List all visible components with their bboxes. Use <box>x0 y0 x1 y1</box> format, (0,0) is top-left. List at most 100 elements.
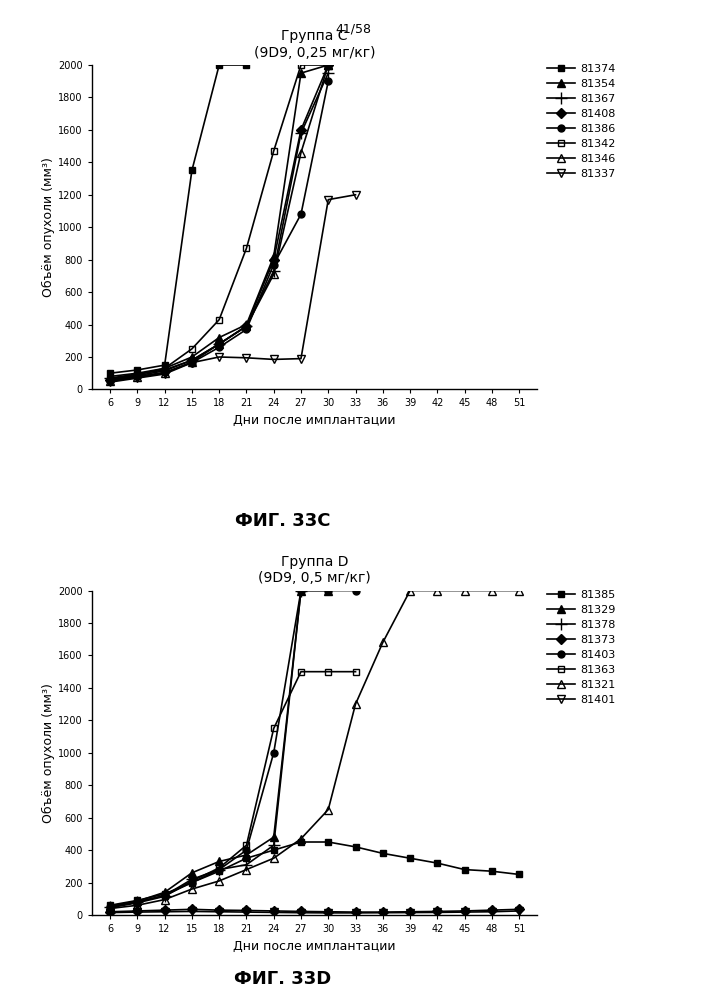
81346 <box>187 356 196 368</box>
81408 <box>269 254 278 266</box>
81385 <box>406 852 414 864</box>
81321 <box>243 864 251 876</box>
Line: 81342: 81342 <box>107 62 332 382</box>
81367 <box>187 354 196 366</box>
81386 <box>133 370 141 382</box>
81403 <box>351 585 360 597</box>
81342 <box>243 242 251 254</box>
81329 <box>324 585 332 597</box>
81385 <box>106 899 115 911</box>
81337 <box>106 376 115 388</box>
81354 <box>324 59 332 71</box>
81354 <box>187 351 196 363</box>
81329 <box>187 867 196 879</box>
81401 <box>460 906 469 918</box>
81401 <box>351 907 360 919</box>
81346 <box>243 320 251 332</box>
81408 <box>106 374 115 386</box>
81354 <box>297 67 305 79</box>
Legend: 81385, 81329, 81378, 81373, 81403, 81363, 81321, 81401: 81385, 81329, 81378, 81373, 81403, 81363… <box>547 590 616 705</box>
X-axis label: Дни после имплантации: Дни после имплантации <box>233 414 396 427</box>
Line: 81408: 81408 <box>107 62 332 383</box>
81367 <box>133 368 141 380</box>
81403 <box>324 585 332 597</box>
81408 <box>324 59 332 71</box>
81378 <box>160 890 169 902</box>
81346 <box>106 375 115 387</box>
81385 <box>133 894 141 906</box>
81401 <box>297 907 305 919</box>
Y-axis label: Объём опухоли (мм³): Объём опухоли (мм³) <box>42 683 55 823</box>
81363 <box>297 666 305 678</box>
81401 <box>106 907 115 919</box>
81378 <box>187 873 196 885</box>
Line: 81363: 81363 <box>107 668 359 911</box>
81354 <box>133 367 141 379</box>
81321 <box>297 833 305 845</box>
81329 <box>297 585 305 597</box>
81354 <box>160 362 169 374</box>
81354 <box>215 332 223 344</box>
Line: 81385: 81385 <box>107 839 522 909</box>
81373 <box>324 906 332 918</box>
81386 <box>243 323 251 335</box>
81373 <box>460 905 469 917</box>
81363 <box>133 897 141 909</box>
81401 <box>243 906 251 918</box>
Line: 81373: 81373 <box>107 906 522 916</box>
81386 <box>160 366 169 378</box>
81346 <box>160 367 169 379</box>
81329 <box>106 900 115 912</box>
81378 <box>106 901 115 913</box>
81363 <box>269 722 278 734</box>
81367 <box>243 320 251 332</box>
Title: Группа D
(9D9, 0,5 мг/кг): Группа D (9D9, 0,5 мг/кг) <box>258 555 371 585</box>
81385 <box>160 888 169 900</box>
81321 <box>133 899 141 911</box>
81403 <box>243 844 251 856</box>
81373 <box>133 905 141 917</box>
81342 <box>297 59 305 71</box>
81363 <box>243 839 251 851</box>
81403 <box>215 864 223 876</box>
81408 <box>133 370 141 382</box>
81342 <box>187 343 196 355</box>
81403 <box>106 901 115 913</box>
81386 <box>297 208 305 220</box>
81401 <box>269 906 278 918</box>
81363 <box>215 862 223 874</box>
81329 <box>215 855 223 867</box>
Legend: 81374, 81354, 81367, 81408, 81386, 81342, 81346, 81337: 81374, 81354, 81367, 81408, 81386, 81342… <box>547 64 616 179</box>
81363 <box>351 666 360 678</box>
81337 <box>133 372 141 384</box>
81342 <box>324 59 332 71</box>
81367 <box>269 265 278 277</box>
81408 <box>215 338 223 350</box>
Y-axis label: Объём опухоли (мм³): Объём опухоли (мм³) <box>42 157 55 297</box>
Line: 81367: 81367 <box>105 68 334 384</box>
81329 <box>243 849 251 861</box>
81378 <box>297 585 305 597</box>
81386 <box>269 259 278 271</box>
81329 <box>160 886 169 898</box>
81321 <box>324 804 332 816</box>
81373 <box>269 905 278 917</box>
81373 <box>106 906 115 918</box>
81337 <box>324 194 332 206</box>
81401 <box>378 907 387 919</box>
81408 <box>160 365 169 377</box>
81373 <box>187 903 196 915</box>
81385 <box>515 868 523 880</box>
Line: 81378: 81378 <box>105 585 307 912</box>
81321 <box>351 698 360 710</box>
81346 <box>297 147 305 159</box>
81373 <box>406 906 414 918</box>
81403 <box>269 747 278 759</box>
81385 <box>378 847 387 859</box>
Line: 81403: 81403 <box>107 587 359 910</box>
81385 <box>215 865 223 877</box>
81401 <box>187 905 196 917</box>
81329 <box>269 831 278 843</box>
81374 <box>243 59 251 71</box>
81321 <box>378 636 387 648</box>
